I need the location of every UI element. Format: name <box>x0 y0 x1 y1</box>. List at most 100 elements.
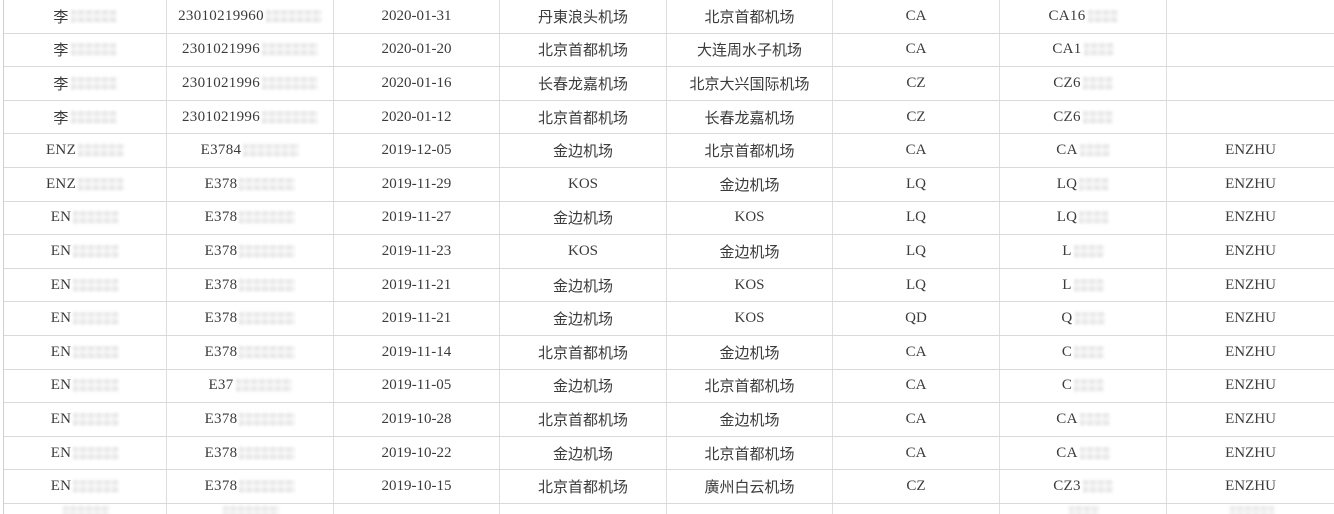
cell-flight-number[interactable]: CA <box>1000 134 1167 167</box>
cell-departure-airport[interactable]: 金边机场 <box>500 369 667 403</box>
cell-passenger-en-name[interactable]: ENZHU <box>1167 437 1334 470</box>
cell-airline-code[interactable]: CZ <box>833 100 1000 134</box>
cell-id-number[interactable]: E378 <box>167 436 334 470</box>
cell-airline-code[interactable]: LQ <box>833 167 1000 201</box>
cell-flight-number[interactable]: C <box>1000 335 1167 369</box>
cell-departure-airport[interactable]: KOS <box>500 167 667 201</box>
cell-id-number[interactable]: 23010219960 <box>167 0 334 33</box>
cell-arrival-airport[interactable]: KOS <box>667 302 833 335</box>
cell-departure-airport[interactable]: 金边机场 <box>500 201 667 235</box>
cell-flight-number[interactable]: C <box>1000 369 1167 403</box>
cell-departure-airport[interactable]: 北京首都机场 <box>500 33 667 67</box>
cell-flight-date[interactable]: 2019-11-21 <box>334 302 500 335</box>
cell-airline-code[interactable]: CA <box>833 33 1000 67</box>
cell-departure-airport[interactable]: 北京首都机场 <box>500 403 667 436</box>
cell-passenger-name[interactable]: EN <box>4 403 167 436</box>
cell-passenger-en-name[interactable]: ENZHU <box>1167 235 1334 268</box>
cell-passenger-name[interactable]: EN <box>4 235 167 268</box>
cell-airline-code[interactable]: QD <box>833 302 1000 335</box>
cell-arrival-airport[interactable]: 长春龙嘉机场 <box>667 100 833 134</box>
cell-id-number[interactable]: E378 <box>167 470 334 503</box>
cell-flight-date[interactable]: 2019-11-27 <box>334 201 500 235</box>
cell-flight-date[interactable]: 2019-11-14 <box>334 335 500 369</box>
cell-airline-code[interactable]: LQ <box>833 268 1000 302</box>
cell-departure-airport[interactable]: KOS <box>500 235 667 268</box>
cell-airline-code[interactable]: CA <box>833 369 1000 403</box>
cell-flight-date[interactable]: 2019-11-05 <box>334 369 500 403</box>
cell-airline-code[interactable]: CA <box>833 436 1000 470</box>
cell-flight-date[interactable]: 2020-01-20 <box>334 33 500 67</box>
cell-flight-number[interactable]: CA1 <box>1000 33 1167 67</box>
cell-passenger-name[interactable]: 李 <box>4 100 167 134</box>
cell-departure-airport[interactable]: 金边机场 <box>500 134 667 167</box>
cell-passenger-en-name[interactable]: ENZHU <box>1167 336 1334 369</box>
cell-passenger-en-name[interactable]: ENZHU <box>1167 470 1334 503</box>
cell-flight-number[interactable] <box>1000 503 1167 514</box>
cell-airline-code[interactable]: LQ <box>833 235 1000 268</box>
cell-flight-date[interactable]: 2020-01-31 <box>334 0 500 33</box>
cell-passenger-name[interactable]: EN <box>4 268 167 302</box>
cell-arrival-airport[interactable]: 金边机场 <box>667 335 833 369</box>
cell-passenger-name[interactable]: 李 <box>4 33 167 67</box>
cell-id-number[interactable]: E378 <box>167 403 334 436</box>
cell-passenger-name[interactable]: ENZ <box>4 167 167 201</box>
cell-flight-number[interactable]: CA <box>1000 436 1167 470</box>
cell-flight-date[interactable]: 2019-10-15 <box>334 470 500 503</box>
cell-passenger-en-name[interactable] <box>1167 101 1334 134</box>
cell-flight-number[interactable]: CA16 <box>1000 0 1167 33</box>
cell-flight-date[interactable]: 2020-01-16 <box>334 67 500 100</box>
cell-arrival-airport[interactable]: 北京首都机场 <box>667 369 833 403</box>
cell-arrival-airport[interactable]: 北京首都机场 <box>667 436 833 470</box>
cell-arrival-airport[interactable]: 北京大兴国际机场 <box>667 67 833 100</box>
cell-departure-airport[interactable]: 北京首都机场 <box>500 100 667 134</box>
cell-passenger-en-name[interactable]: ENZHU <box>1167 202 1334 235</box>
cell-passenger-en-name[interactable]: ENZHU <box>1167 403 1334 436</box>
cell-flight-number[interactable]: L <box>1000 268 1167 302</box>
cell-id-number[interactable]: E378 <box>167 268 334 302</box>
cell-arrival-airport[interactable]: 北京首都机场 <box>667 134 833 167</box>
cell-id-number[interactable]: 2301021996 <box>167 100 334 134</box>
cell-airline-code[interactable] <box>833 503 1000 514</box>
cell-passenger-en-name[interactable]: ENZHU <box>1167 269 1334 302</box>
cell-passenger-name[interactable]: ENZ <box>4 134 167 167</box>
cell-flight-number[interactable]: L <box>1000 235 1167 268</box>
cell-passenger-name[interactable]: EN <box>4 369 167 403</box>
cell-airline-code[interactable]: CZ <box>833 67 1000 100</box>
cell-passenger-en-name[interactable] <box>1167 0 1334 33</box>
cell-id-number[interactable]: E37 <box>167 369 334 403</box>
cell-passenger-en-name[interactable] <box>1167 504 1334 514</box>
cell-passenger-name[interactable]: EN <box>4 302 167 335</box>
cell-id-number[interactable]: 2301021996 <box>167 33 334 67</box>
cell-departure-airport[interactable]: 北京首都机场 <box>500 470 667 503</box>
cell-passenger-name[interactable]: EN <box>4 436 167 470</box>
cell-id-number[interactable] <box>167 503 334 514</box>
cell-airline-code[interactable]: CA <box>833 403 1000 436</box>
cell-flight-date[interactable]: 2020-01-12 <box>334 100 500 134</box>
cell-passenger-en-name[interactable] <box>1167 34 1334 67</box>
cell-arrival-airport[interactable]: KOS <box>667 201 833 235</box>
cell-departure-airport[interactable] <box>500 503 667 514</box>
cell-passenger-en-name[interactable]: ENZHU <box>1167 302 1334 335</box>
cell-airline-code[interactable]: CA <box>833 0 1000 33</box>
cell-passenger-name[interactable]: 李 <box>4 0 167 33</box>
cell-passenger-name[interactable]: EN <box>4 470 167 503</box>
cell-flight-date[interactable]: 2019-11-21 <box>334 268 500 302</box>
cell-arrival-airport[interactable]: 廣州白云机场 <box>667 470 833 503</box>
cell-arrival-airport[interactable]: 金边机场 <box>667 403 833 436</box>
cell-passenger-en-name[interactable]: ENZHU <box>1167 134 1334 167</box>
cell-id-number[interactable]: 2301021996 <box>167 67 334 100</box>
cell-flight-date[interactable] <box>334 503 500 514</box>
cell-flight-date[interactable]: 2019-10-28 <box>334 403 500 436</box>
cell-passenger-name[interactable] <box>4 503 167 514</box>
cell-id-number[interactable]: E378 <box>167 201 334 235</box>
cell-airline-code[interactable]: LQ <box>833 201 1000 235</box>
cell-airline-code[interactable]: CA <box>833 134 1000 167</box>
cell-departure-airport[interactable]: 丹東浪头机场 <box>500 0 667 33</box>
cell-flight-number[interactable]: CZ6 <box>1000 67 1167 100</box>
cell-airline-code[interactable]: CZ <box>833 470 1000 503</box>
cell-flight-number[interactable]: CZ3 <box>1000 470 1167 503</box>
cell-passenger-name[interactable]: 李 <box>4 67 167 100</box>
cell-flight-date[interactable]: 2019-11-29 <box>334 167 500 201</box>
cell-flight-number[interactable]: Q <box>1000 302 1167 335</box>
cell-passenger-name[interactable]: EN <box>4 201 167 235</box>
